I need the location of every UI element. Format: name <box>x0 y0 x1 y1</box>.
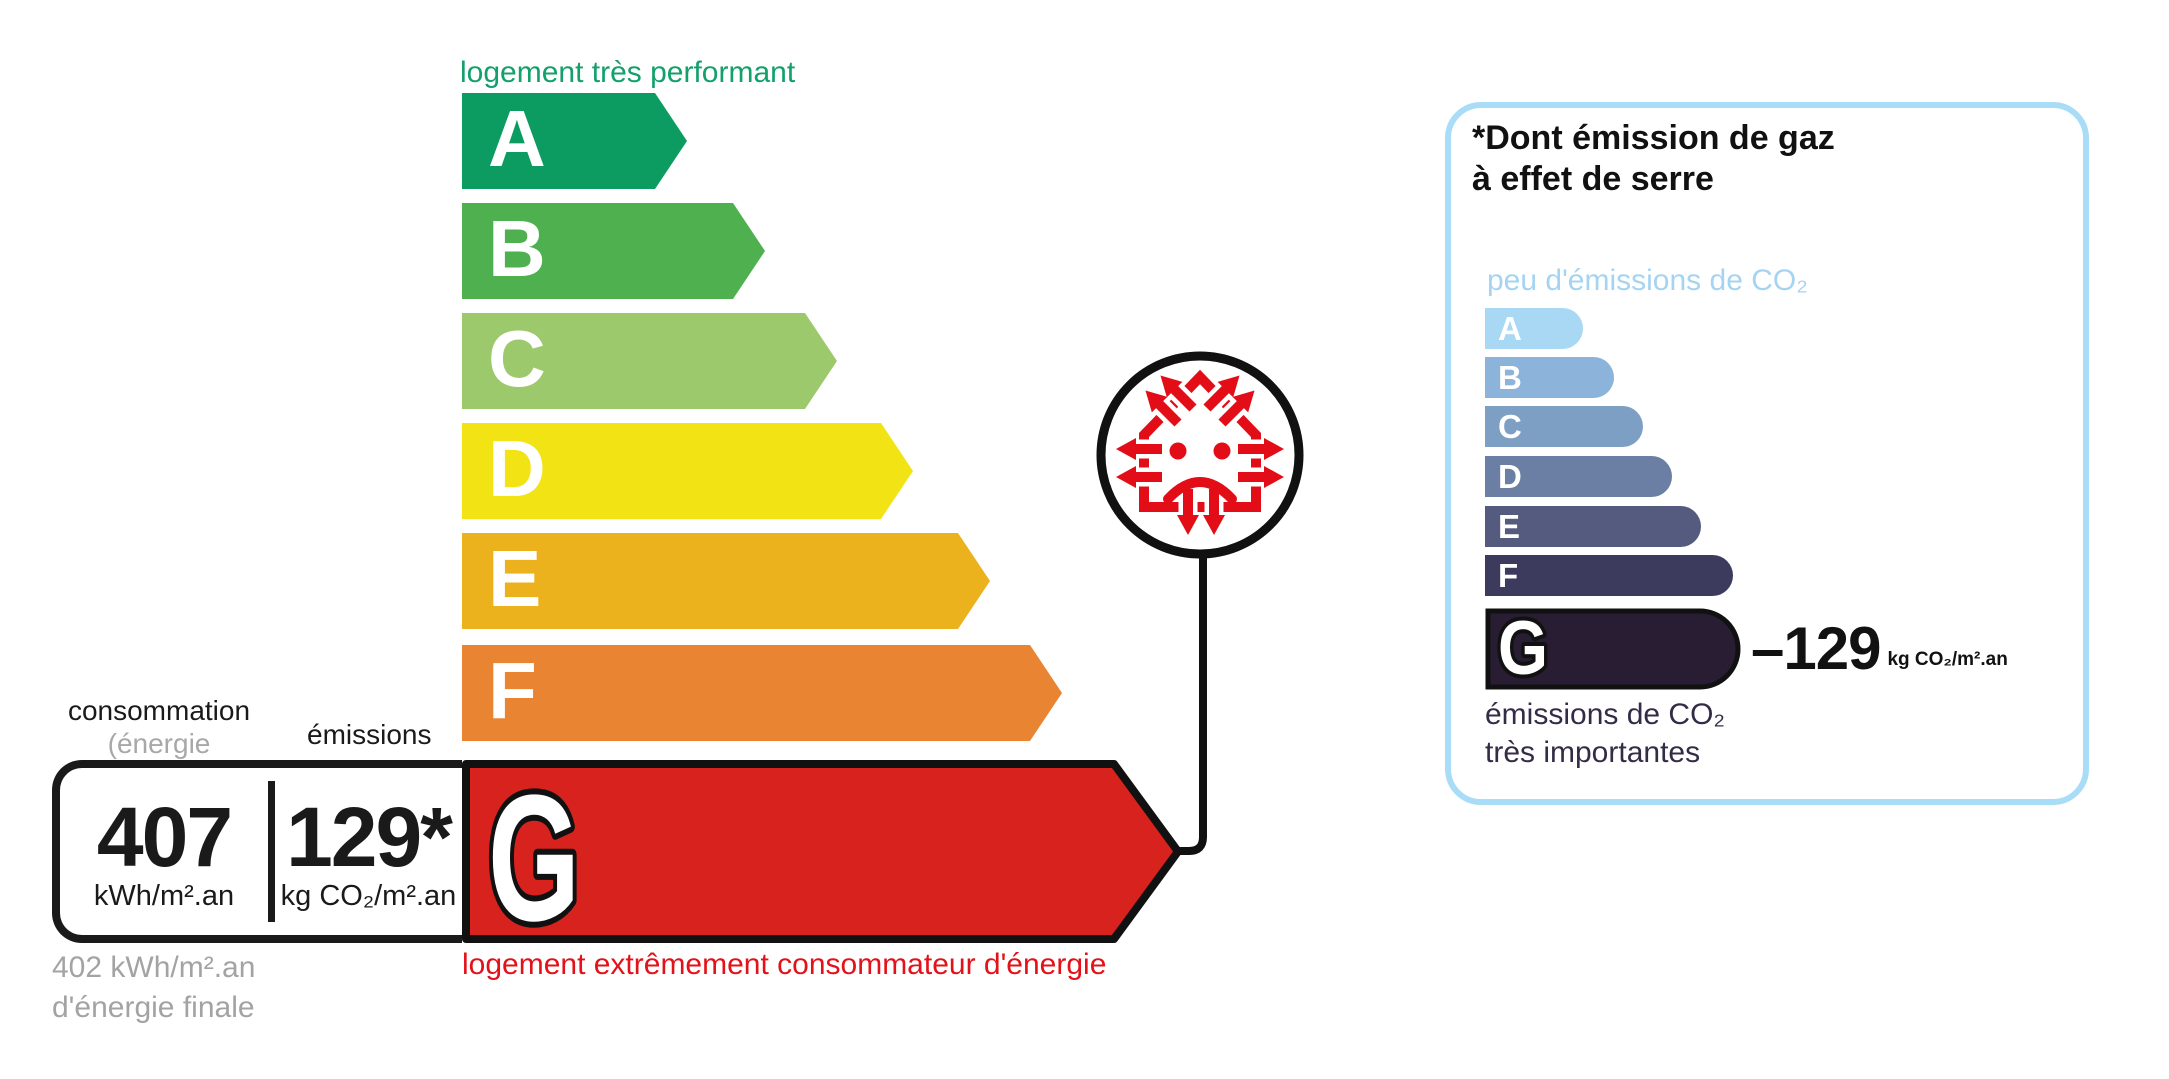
energy-class-bar-c: C <box>462 313 837 409</box>
arrow-left-lower-icon <box>1116 466 1168 488</box>
arrow-bottom-right-icon <box>1203 483 1225 535</box>
arrow-bottom-left-icon <box>1177 483 1199 535</box>
consumption-value: 407 <box>96 789 233 884</box>
final-energy-note: 402 kWh/m².an d'énergie finale <box>52 948 255 1027</box>
ges-value: –129 <box>1751 615 1881 682</box>
ges-high-emissions-line2: très importantes <box>1485 735 1701 769</box>
arrow-left-upper-icon <box>1116 438 1168 460</box>
values-box: 407 kWh/m².an 129* kg CO₂/m².an <box>52 760 462 943</box>
energy-class-bar-a: A <box>462 93 687 189</box>
emissions-cell: 129* kg CO₂/m².an <box>275 772 462 939</box>
arrow-roof-right-lower-icon <box>1210 383 1262 435</box>
ges-high-emissions-line1: émissions de CO₂ <box>1485 698 1726 731</box>
energy-class-bar-g: G <box>462 760 1182 943</box>
arrow-roof-right-upper-icon <box>1195 368 1247 420</box>
energy-class-bar-d: D <box>462 423 913 519</box>
ges-class-letter-f: F <box>1498 557 1519 594</box>
energy-top-performance-label: logement très performant <box>460 56 796 89</box>
emissions-header: émissions <box>307 719 432 750</box>
emissions-value: 129* <box>286 789 453 884</box>
sad-house-icon <box>1116 368 1284 535</box>
ges-title-line1: *Dont émission de gaz <box>1472 119 1835 157</box>
house-outline <box>1139 369 1261 512</box>
energy-class-letter-c: C <box>488 314 546 403</box>
left-eye-icon <box>1169 442 1187 460</box>
arrow-roof-left-upper-icon <box>1153 368 1205 420</box>
ges-value-row: –129 kg CO₂/m².an <box>1751 608 2008 690</box>
frown-mouth-icon <box>1163 477 1237 504</box>
energy-class-letter-e: E <box>488 534 542 623</box>
consumption-header-line1: consommation <box>67 695 251 726</box>
ges-class-g-shape <box>1485 608 1741 690</box>
energy-bottom-consumption-label: logement extrêmement consommateur d'éner… <box>462 948 1107 981</box>
ges-class-bar-c: C <box>1485 406 1643 447</box>
ges-class-letter-b: B <box>1498 359 1522 396</box>
energy-class-letter-d: D <box>488 424 546 513</box>
ges-class-letter-a: A <box>1498 310 1522 347</box>
ges-low-emissions-label: peu d'émissions de CO₂ <box>1487 264 1808 297</box>
energy-class-letter-b: B <box>488 204 546 293</box>
ges-class-bar-d: D <box>1485 456 1672 497</box>
energy-class-letter-a: A <box>488 94 546 183</box>
energy-class-bar-f: F <box>462 645 1062 741</box>
ges-class-bar-b: B <box>1485 357 1614 398</box>
ges-title: *Dont émission de gaz à effet de serre <box>1472 118 1835 200</box>
energy-class-g-shape <box>462 760 1182 943</box>
ges-class-letter-g: G <box>1498 608 1548 690</box>
ges-class-letter-d: D <box>1498 458 1522 495</box>
ges-class-bar-g: G <box>1485 608 1741 690</box>
energy-class-bar-b: B <box>462 203 765 299</box>
ges-panel: *Dont émission de gaz à effet de serre p… <box>1445 102 2089 805</box>
ges-class-bar-a: A <box>1485 308 1583 349</box>
consumption-cell: 407 kWh/m².an <box>60 772 268 939</box>
ges-class-letter-c: C <box>1498 408 1522 445</box>
values-divider <box>268 781 275 922</box>
ges-class-letter-e: E <box>1498 508 1521 545</box>
final-energy-line1: 402 kWh/m².an <box>52 951 256 984</box>
ges-class-bar-e: E <box>1485 506 1701 547</box>
final-energy-line2: d'énergie finale <box>52 990 255 1024</box>
energy-class-letter-g: G <box>488 760 580 943</box>
arrow-right-upper-icon <box>1232 438 1284 460</box>
ges-class-bar-f: F <box>1485 555 1733 596</box>
house-circle <box>1096 351 1304 559</box>
ges-unit: kg CO₂/m².an <box>1887 649 2008 670</box>
ges-high-emissions-label: émissions de CO₂ très importantes <box>1485 696 1725 771</box>
right-eye-icon <box>1213 442 1231 460</box>
energy-class-letter-f: F <box>488 646 537 735</box>
energy-class-bar-e: E <box>462 533 990 629</box>
consumption-unit: kWh/m².an <box>93 880 235 913</box>
arrow-roof-left-lower-icon <box>1138 383 1190 435</box>
ges-title-line2: à effet de serre <box>1472 159 1714 198</box>
emissions-unit: kg CO₂/m².an <box>280 880 457 913</box>
arrow-right-lower-icon <box>1232 466 1284 488</box>
